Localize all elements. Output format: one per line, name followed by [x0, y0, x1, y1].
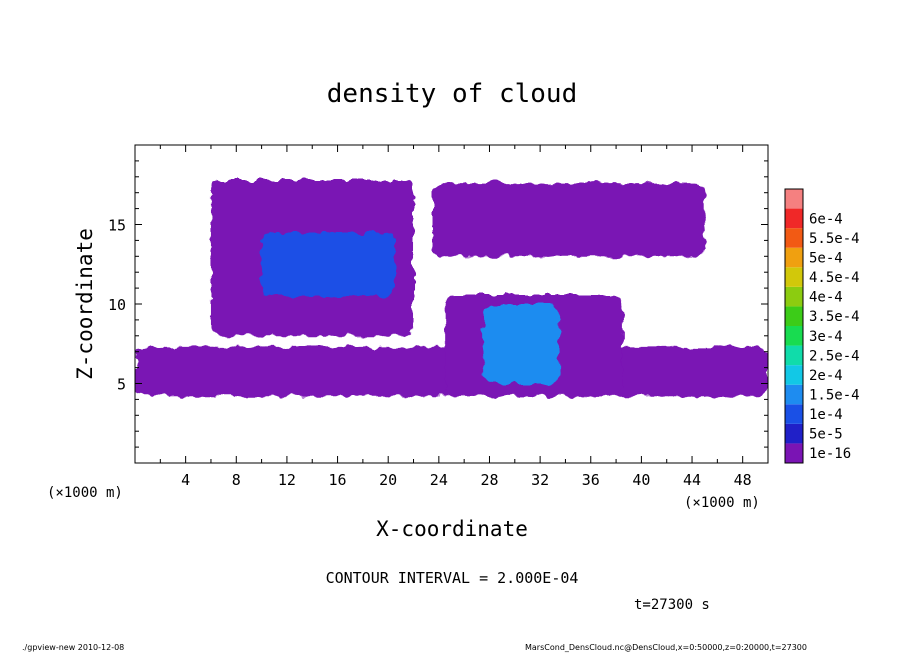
colorbar-swatch	[785, 247, 803, 268]
colorbar-swatch	[785, 267, 803, 287]
x-tick-label: 16	[329, 471, 347, 489]
colorbar-legend: 1e-16 5e-5 1e-4 1.5e-4 2e-4 2.5e-4 3e-4 3.5e-4 4…	[784, 188, 860, 464]
x-axis-label: X-coordinate	[376, 517, 528, 541]
colorbar-swatch	[785, 365, 803, 385]
x-tick-label: 20	[379, 471, 397, 489]
x-axis-ticks: 4 8 12 16 20 24 28 32 36 40 44 48	[134, 145, 769, 489]
colorbar-swatch	[785, 306, 803, 326]
y-tick-label: 10	[108, 296, 126, 314]
colorbar-label: 4.5e-4	[809, 270, 860, 286]
x-tick-label: 40	[632, 471, 650, 489]
x-tick-label: 4	[181, 471, 190, 489]
colorbar-swatch	[785, 228, 803, 248]
colorbar-frame	[784, 188, 804, 464]
colorbar-swatch	[785, 404, 803, 424]
colorbar-swatch	[785, 423, 803, 444]
x-tick-label: 12	[278, 471, 296, 489]
cloud-region-core-right	[483, 304, 560, 384]
x-tick-label: 32	[531, 471, 549, 489]
cloud-region-core-left	[261, 232, 395, 297]
colorbar-swatch	[785, 286, 803, 307]
colorbar-swatch	[785, 443, 803, 463]
y-tick-label: 15	[108, 217, 126, 235]
colorbar-label: 6e-4	[809, 211, 843, 227]
x-tick-label: 24	[430, 471, 448, 489]
cloud-region-upper-right	[432, 183, 705, 257]
cloud-fill	[135, 179, 768, 397]
contour-interval-note: CONTOUR INTERVAL = 2.000E-04	[326, 569, 579, 587]
colorbar-label: 2.5e-4	[809, 348, 860, 364]
x-axis-unit-right: (×1000 m)	[684, 495, 760, 511]
x-tick-label: 36	[582, 471, 600, 489]
footer-left: ./gpview-new 2010-12-08	[22, 643, 125, 652]
colorbar-label: 5.5e-4	[809, 231, 860, 247]
colorbar-swatch	[785, 384, 803, 405]
colorbar-label: 1.5e-4	[809, 388, 860, 404]
colorbar-swatch	[785, 326, 803, 346]
colorbar-label: 5e-4	[809, 251, 843, 267]
colorbar-label: 5e-5	[809, 427, 843, 443]
y-axis-label: Z-coordinate	[73, 228, 97, 380]
plot-area	[135, 179, 768, 397]
x-tick-label: 44	[683, 471, 701, 489]
x-axis-unit-left: (×1000 m)	[47, 485, 123, 501]
time-label: t=27300 s	[634, 597, 710, 613]
x-tick-label: 8	[232, 471, 241, 489]
y-tick-label: 5	[117, 376, 126, 394]
x-tick-label: 28	[480, 471, 498, 489]
x-tick-label: 48	[734, 471, 752, 489]
colorbar-label: 3.5e-4	[809, 309, 860, 325]
colorbar-swatch	[785, 208, 803, 229]
footer-right: MarsCond_DensCloud.nc@DensCloud,x=0:5000…	[525, 643, 807, 652]
colorbar-label: 3e-4	[809, 329, 843, 345]
y-axis-ticks: 5 10 15	[108, 160, 768, 448]
colorbar-label: 1e-4	[809, 407, 843, 423]
colorbar-label: 4e-4	[809, 290, 843, 306]
colorbar-swatch	[785, 345, 803, 366]
colorbar-label: 1e-16	[809, 446, 851, 462]
colorbar-label: 2e-4	[809, 368, 843, 384]
chart-title: density of cloud	[327, 79, 577, 109]
colorbar-swatch	[785, 189, 803, 209]
